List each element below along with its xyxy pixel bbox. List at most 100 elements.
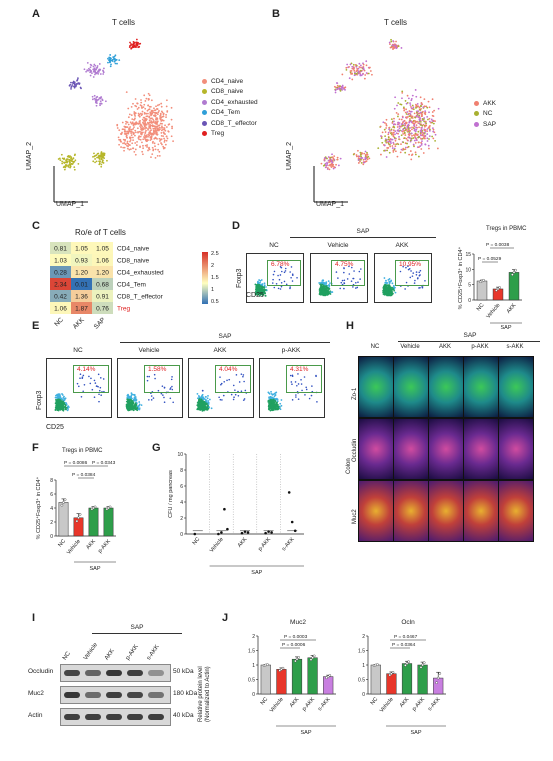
facs-e-event [202, 400, 204, 403]
bar-f-data-point [78, 513, 82, 516]
facs-d-event [272, 273, 275, 276]
umap-b-point [415, 126, 417, 129]
umap-a-point [118, 143, 121, 146]
heatmap-cell-value: 1.06 [54, 306, 67, 313]
facs-e-event [203, 404, 206, 407]
umap-b-point [428, 135, 431, 138]
facs-e-percent: 1.58% [148, 366, 167, 373]
umap-b-point [391, 145, 394, 147]
legend-a-swatch [202, 120, 207, 126]
facs-e-event [197, 401, 200, 404]
umap-b-point [421, 133, 424, 136]
legend-b-item: NC [474, 109, 496, 120]
wb-band [106, 670, 122, 676]
panel-label-f: F [32, 442, 39, 454]
facs-e-event [274, 408, 277, 411]
legend-b-item: AKK [474, 98, 496, 109]
bar-j-bar [276, 669, 287, 695]
bar-d-group-label: SAP [500, 325, 511, 330]
facs-d-event [264, 289, 267, 291]
umap-b-point [371, 73, 373, 76]
facs-d-event [280, 282, 283, 284]
facs-e-event [206, 397, 209, 400]
umap-b-point [389, 143, 391, 146]
facs-e-event [291, 399, 294, 401]
facs-e-event [152, 397, 155, 399]
umap-a-point [153, 142, 156, 145]
wb-blot-strip [60, 708, 171, 726]
umap-a-point [101, 160, 104, 163]
umap-a-point [122, 128, 125, 131]
umap-b-point [377, 147, 380, 150]
facs-d-event [320, 284, 322, 287]
umap-b-point [359, 154, 362, 156]
facs-e-event [135, 408, 138, 411]
umap-b-point [395, 40, 397, 43]
umap-a-point [133, 111, 136, 113]
umap-b-point [423, 125, 426, 128]
umap-b-point [362, 158, 365, 161]
umap-b-point [385, 123, 388, 125]
umap-a-point [172, 140, 174, 143]
umap-b-point [330, 159, 333, 162]
facs-e-event [171, 376, 173, 378]
umap-a-point [102, 154, 104, 157]
bar-f-tick-label: 0 [50, 534, 53, 540]
umap-a-point [161, 122, 163, 125]
facs-e-event [275, 406, 278, 409]
facs-d-event [419, 286, 421, 289]
umap-b-point [343, 87, 346, 89]
umap-b-point [414, 120, 417, 123]
umap-b-point [416, 133, 419, 136]
umap-b-point [383, 122, 386, 124]
wb-lane-label: AKK [104, 648, 116, 662]
bar-j-bar [291, 658, 303, 695]
umap-a-point [103, 67, 105, 70]
umap-a-point [128, 144, 130, 146]
facs-e-event [61, 407, 64, 409]
umap-a-point [65, 159, 67, 162]
umap-b-point [360, 161, 363, 164]
umap-a-point [146, 115, 149, 118]
facs-d-event [386, 293, 389, 296]
legend-b-swatch [474, 121, 479, 127]
umap-a-title: T cells [112, 18, 135, 27]
umap-a-point [99, 158, 101, 160]
scatter-g-tick-label: 8 [180, 468, 183, 474]
facs-e-event [134, 406, 137, 409]
umap-b-point [424, 131, 427, 133]
umap-b-point [393, 123, 396, 126]
facs-e-event [276, 398, 279, 401]
facs-d-event [325, 288, 328, 291]
facs-e-event [205, 403, 208, 405]
facs-e-event [234, 393, 237, 396]
umap-a-point [133, 118, 136, 121]
umap-a-point [151, 146, 154, 149]
wb-group: SAP [130, 624, 144, 631]
umap-a-point [102, 70, 105, 73]
umap-b-point [419, 117, 422, 119]
legend-a-item: CD4_naive [202, 76, 258, 87]
facs-d-event [280, 266, 283, 269]
facs-d-event [290, 276, 292, 279]
umap-b-point [411, 128, 413, 131]
heatmap-row-label: Treg [117, 306, 131, 313]
facs-d-event [265, 286, 267, 288]
facs-d-event [387, 278, 390, 281]
facs-e-event [136, 405, 139, 408]
facs-d-event [394, 291, 397, 294]
umap-a-point [100, 96, 103, 98]
umap-a-point [127, 131, 130, 134]
umap-a-point [140, 106, 143, 109]
umap-b-point [392, 129, 395, 132]
facs-d-event [357, 281, 359, 284]
umap-b-point [328, 164, 330, 167]
facs-e-y-label: Foxp3 [36, 390, 43, 410]
umap-a-point [68, 163, 71, 166]
umap-b-point [410, 107, 413, 110]
umap-b-point [401, 90, 404, 93]
facs-e-event [219, 398, 222, 401]
umap-b-point [406, 139, 409, 142]
umap-a-point [144, 120, 146, 123]
facs-d-event [421, 285, 423, 288]
